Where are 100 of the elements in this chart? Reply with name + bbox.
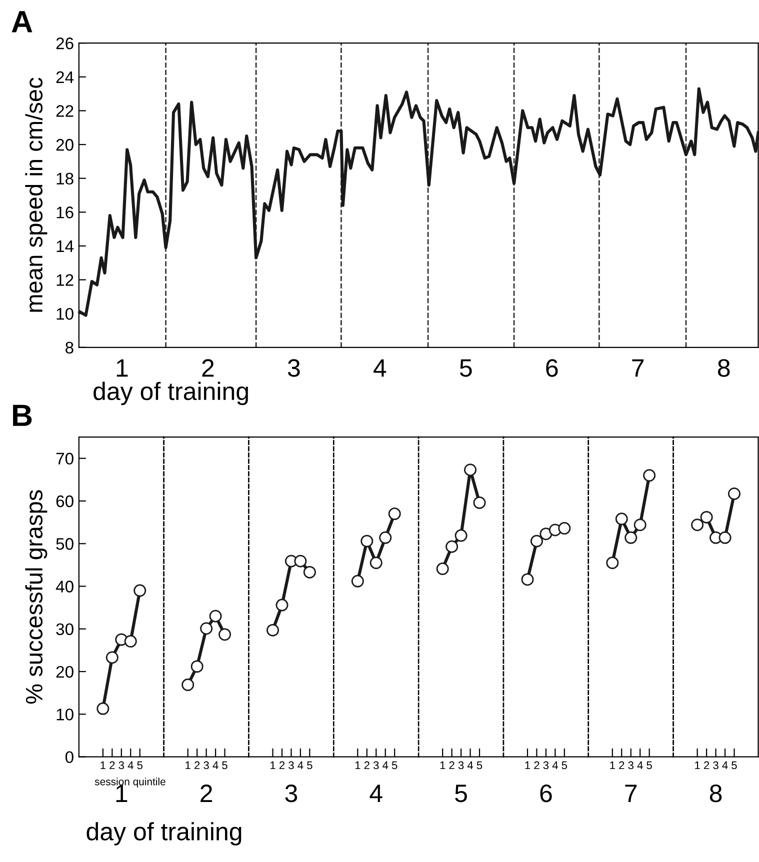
point <box>351 574 364 588</box>
point <box>464 464 477 476</box>
chart-title: B <box>13 404 32 426</box>
y-tick-label: 40 <box>56 580 74 592</box>
point <box>728 487 740 500</box>
point <box>473 496 486 509</box>
point <box>294 554 307 568</box>
point <box>370 556 382 570</box>
x-tick-label: 2 <box>449 761 454 770</box>
x-tick-label: 5 <box>460 359 472 377</box>
point <box>558 522 571 535</box>
y-tick-label: 50 <box>56 538 74 550</box>
x-axis-title: day of training <box>94 382 248 406</box>
x-tick-label: 2 <box>110 761 115 770</box>
point <box>96 702 110 715</box>
x-tick-label: 2 <box>279 761 285 770</box>
x-axis-title: 3 <box>285 784 298 802</box>
y-tick-label: 22 <box>56 105 74 117</box>
point <box>634 518 646 532</box>
x-tick-label: 4 <box>212 761 218 770</box>
point <box>521 573 534 586</box>
y-tick-label: 20 <box>56 138 74 151</box>
x-tick-label: 2 <box>704 761 710 770</box>
x-tick-label: 4 <box>637 761 643 770</box>
x-tick-label: 4 <box>374 359 386 377</box>
point <box>200 622 213 635</box>
point <box>276 598 288 612</box>
point <box>540 528 552 540</box>
x-tick-label: 2 <box>619 761 624 770</box>
point <box>530 534 543 548</box>
x-axis-title: 4 <box>370 784 382 802</box>
x-axis-title: 1 <box>116 784 128 802</box>
x-tick-label: 4 <box>722 761 728 770</box>
x-tick-label: 5 <box>562 761 568 770</box>
y-axis-title: % successful grasps <box>25 490 48 704</box>
x-tick-label: 1 <box>440 761 446 770</box>
x-tick-label: 3 <box>628 761 634 770</box>
x-tick-label: 2 <box>194 761 200 770</box>
point <box>436 562 449 576</box>
x-tick-label: 4 <box>298 761 304 770</box>
x-tick-label: 5 <box>307 761 312 770</box>
x-tick-label: 3 <box>713 761 718 770</box>
point <box>615 512 628 526</box>
point <box>388 508 401 520</box>
x-tick-label: 6 <box>546 359 558 377</box>
x-tick-label: 4 <box>467 761 474 770</box>
x-tick-label: 1 <box>270 761 276 770</box>
text: day of training <box>86 822 242 846</box>
point <box>303 566 316 578</box>
y-tick-label: 12 <box>56 274 74 286</box>
x-tick-label: 4 <box>128 761 134 770</box>
y-tick-label: 18 <box>56 172 74 185</box>
x-tick-label: 5 <box>392 761 398 770</box>
x-tick-label: 1 <box>695 761 700 770</box>
point <box>182 678 194 692</box>
point <box>124 635 137 648</box>
x-tick-label: 5 <box>222 761 228 770</box>
x-tick-label: 3 <box>458 761 464 770</box>
x-tick-label: 3 <box>373 761 379 770</box>
y-tick-label: 8 <box>66 342 74 354</box>
x-axis-title: 6 <box>540 784 552 802</box>
x-tick-label: 4 <box>382 761 388 770</box>
x-tick-label: 3 <box>118 761 124 770</box>
x-tick-label: 4 <box>552 761 558 770</box>
y-tick-label: 16 <box>56 206 74 218</box>
x-tick-label: 1 <box>355 761 360 770</box>
x-tick-label: 7 <box>632 359 644 377</box>
x-tick-label: 3 <box>543 761 549 770</box>
x-tick-label: 5 <box>646 761 652 770</box>
point <box>379 531 392 544</box>
point <box>209 610 222 622</box>
point <box>446 540 458 553</box>
y-tick-label: 70 <box>56 452 74 465</box>
x-axis-title: 7 <box>625 784 637 802</box>
x-tick-label: 1 <box>116 359 128 377</box>
x-tick-label: 1 <box>100 761 106 770</box>
point <box>718 531 732 544</box>
point <box>691 518 704 532</box>
point <box>643 469 656 482</box>
y-tick-label: 60 <box>56 495 74 508</box>
y-tick-label: 0 <box>65 751 74 764</box>
x-tick-label: 3 <box>288 359 300 377</box>
x-axis-title: 2 <box>200 784 212 802</box>
y-tick-label: 24 <box>56 71 74 83</box>
y-tick-label: 26 <box>56 38 74 50</box>
x-axis-title: 5 <box>455 784 467 802</box>
x-tick-label: 1 <box>610 761 615 770</box>
x-axis-title: 8 <box>710 784 722 802</box>
x-tick-label: 2 <box>202 359 214 377</box>
point <box>360 534 374 548</box>
point <box>454 529 468 542</box>
y-tick-label: 30 <box>56 623 74 636</box>
point <box>106 651 118 664</box>
point <box>606 556 619 570</box>
y-axis-title: mean speed in cm/sec <box>25 78 48 312</box>
y-tick-label: 10 <box>56 708 74 720</box>
x-tick-label: 8 <box>718 359 730 377</box>
y-tick-label: 10 <box>56 308 74 320</box>
point <box>190 660 204 673</box>
x-tick-label: 2 <box>364 761 370 770</box>
